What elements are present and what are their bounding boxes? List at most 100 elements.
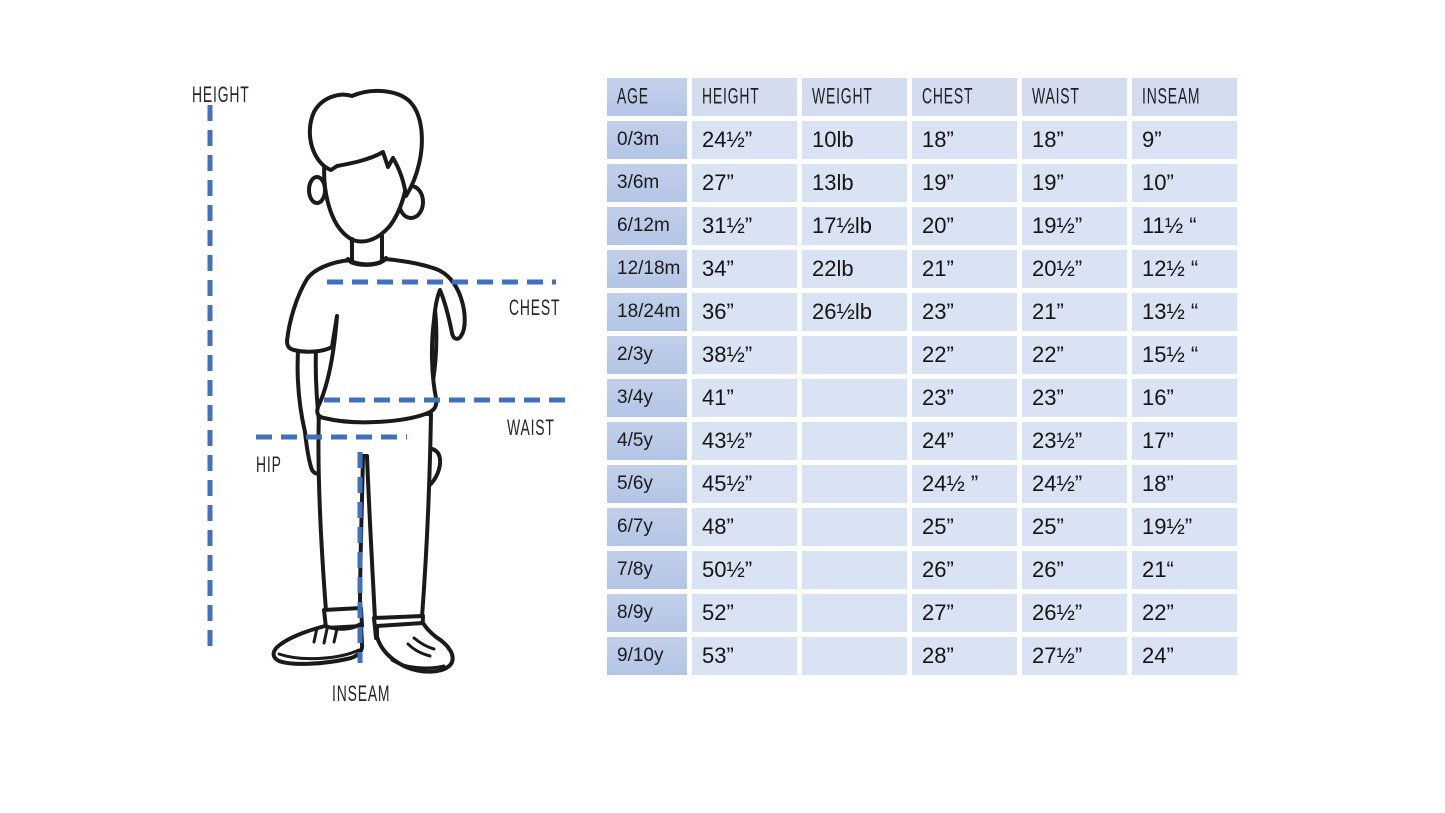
- inseam-cell: 16”: [1132, 379, 1237, 417]
- col-header-age: AGE: [607, 78, 687, 116]
- col-header-chest: CHEST: [912, 78, 1017, 116]
- figure-arm-right: [400, 298, 443, 494]
- col-header-inseam: INSEAM: [1132, 78, 1237, 116]
- inseam-cell: 18”: [1132, 465, 1237, 503]
- size-table-header: AGE HEIGHT WEIGHT CHEST WAIST INSEAM: [607, 78, 1237, 116]
- chest-cell: 23”: [912, 379, 1017, 417]
- boy-figure-illustration: [271, 88, 467, 674]
- size-table-body: 0/3m 24½” 10lb 18” 18” 9” 3/6m 27” 13lb …: [607, 121, 1237, 675]
- figure-neck: [350, 234, 384, 262]
- chest-cell: 23”: [912, 293, 1017, 331]
- figure-ear-left: [307, 175, 327, 205]
- inseam-cell: 19½”: [1132, 508, 1237, 546]
- height-cell: 52”: [692, 594, 797, 632]
- chest-cell: 27”: [912, 594, 1017, 632]
- size-table: AGE HEIGHT WEIGHT CHEST WAIST INSEAM 0/3…: [602, 73, 1242, 680]
- chest-label: CHEST: [509, 295, 561, 321]
- height-cell: 50½”: [692, 551, 797, 589]
- inseam-cell: 11½ “: [1132, 207, 1237, 245]
- size-row: 12/18m 34” 22lb 21” 20½” 12½ “: [607, 250, 1237, 288]
- height-label: HEIGHT: [192, 82, 250, 108]
- figure-arm-left: [295, 333, 326, 476]
- waist-cell: 24½”: [1022, 465, 1127, 503]
- size-row: 0/3m 24½” 10lb 18” 18” 9”: [607, 121, 1237, 159]
- weight-cell: [802, 594, 907, 632]
- weight-cell: [802, 551, 907, 589]
- inseam-cell: 10”: [1132, 164, 1237, 202]
- figure-shoe-left-laces: [312, 626, 339, 645]
- age-cell: 7/8y: [607, 551, 687, 589]
- weight-cell: [802, 336, 907, 374]
- figure-shoe-right: [375, 621, 455, 674]
- size-row: 4/5y 43½” 24” 23½” 17”: [607, 422, 1237, 460]
- height-cell: 41”: [692, 379, 797, 417]
- figure-face: [322, 111, 412, 244]
- waist-cell: 19”: [1022, 164, 1127, 202]
- age-cell: 6/7y: [607, 508, 687, 546]
- height-cell: 31½”: [692, 207, 797, 245]
- age-cell: 5/6y: [607, 465, 687, 503]
- height-cell: 48”: [692, 508, 797, 546]
- inseam-cell: 17”: [1132, 422, 1237, 460]
- size-row: 8/9y 52” 27” 26½” 22”: [607, 594, 1237, 632]
- size-row: 2/3y 38½” 22” 22” 15½ “: [607, 336, 1237, 374]
- figure-shirt: [285, 257, 467, 425]
- figure-cuff-right: [372, 614, 425, 640]
- waist-cell: 27½”: [1022, 637, 1127, 675]
- age-cell: 4/5y: [607, 422, 687, 460]
- figure-pants: [316, 410, 433, 621]
- age-cell: 18/24m: [607, 293, 687, 331]
- figure-shoe-right-laces: [406, 636, 436, 658]
- height-cell: 34”: [692, 250, 797, 288]
- waist-cell: 26½”: [1022, 594, 1127, 632]
- height-cell: 45½”: [692, 465, 797, 503]
- waist-cell: 20½”: [1022, 250, 1127, 288]
- waist-cell: 19½”: [1022, 207, 1127, 245]
- size-row: 6/7y 48” 25” 25” 19½”: [607, 508, 1237, 546]
- chest-cell: 20”: [912, 207, 1017, 245]
- size-row: 9/10y 53” 28” 27½” 24”: [607, 637, 1237, 675]
- weight-cell: 22lb: [802, 250, 907, 288]
- inseam-label: INSEAM: [332, 681, 391, 707]
- col-header-height: HEIGHT: [692, 78, 797, 116]
- weight-cell: [802, 422, 907, 460]
- measurement-lines: [207, 105, 572, 663]
- figure-collar: [346, 256, 388, 267]
- weight-cell: 26½lb: [802, 293, 907, 331]
- height-cell: 36”: [692, 293, 797, 331]
- age-cell: 3/6m: [607, 164, 687, 202]
- chest-cell: 22”: [912, 336, 1017, 374]
- age-cell: 12/18m: [607, 250, 687, 288]
- figure-shoe-right-sole: [390, 658, 446, 670]
- chest-cell: 24”: [912, 422, 1017, 460]
- waist-cell: 18”: [1022, 121, 1127, 159]
- age-cell: 0/3m: [607, 121, 687, 159]
- col-header-weight: WEIGHT: [802, 78, 907, 116]
- chest-cell: 26”: [912, 551, 1017, 589]
- age-cell: 6/12m: [607, 207, 687, 245]
- waist-cell: 22”: [1022, 336, 1127, 374]
- weight-cell: 10lb: [802, 121, 907, 159]
- hip-label: HIP: [256, 452, 282, 478]
- waist-cell: 21”: [1022, 293, 1127, 331]
- waist-label: WAIST: [507, 415, 555, 441]
- inseam-cell: 24”: [1132, 637, 1237, 675]
- weight-cell: [802, 379, 907, 417]
- chest-cell: 25”: [912, 508, 1017, 546]
- size-row: 3/6m 27” 13lb 19” 19” 10”: [607, 164, 1237, 202]
- age-cell: 3/4y: [607, 379, 687, 417]
- age-cell: 2/3y: [607, 336, 687, 374]
- height-cell: 38½”: [692, 336, 797, 374]
- weight-cell: [802, 508, 907, 546]
- waist-cell: 23”: [1022, 379, 1127, 417]
- inseam-cell: 22”: [1132, 594, 1237, 632]
- weight-cell: [802, 637, 907, 675]
- figure-cuff-left: [322, 606, 364, 630]
- col-header-waist: WAIST: [1022, 78, 1127, 116]
- inseam-cell: 12½ “: [1132, 250, 1237, 288]
- figure-shoe-left: [271, 622, 365, 666]
- size-row: 6/12m 31½” 17½lb 20” 19½” 11½ “: [607, 207, 1237, 245]
- waist-cell: 23½”: [1022, 422, 1127, 460]
- weight-cell: [802, 465, 907, 503]
- inseam-cell: 15½ “: [1132, 336, 1237, 374]
